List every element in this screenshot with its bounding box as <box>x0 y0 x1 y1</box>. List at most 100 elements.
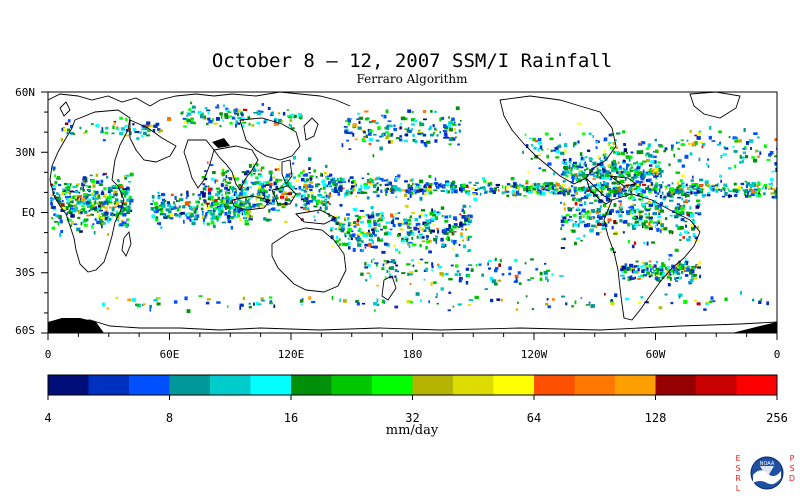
rain-cell <box>706 191 711 195</box>
rain-cell <box>273 181 276 186</box>
rain-cell <box>355 183 357 187</box>
rain-cell <box>394 269 398 272</box>
rain-cell <box>589 211 592 215</box>
rain-cell <box>574 221 578 223</box>
rain-cell <box>513 183 517 186</box>
rain-cell <box>404 180 408 183</box>
rain-cell <box>295 194 300 197</box>
rain-cell <box>627 173 631 178</box>
rain-cell <box>315 176 318 178</box>
rain-cell <box>255 163 259 167</box>
rain-cell <box>401 221 406 225</box>
rain-cell <box>338 180 343 184</box>
rain-cell <box>588 214 590 218</box>
rain-cell <box>331 188 336 193</box>
rain-cell <box>245 206 249 211</box>
rain-cell <box>204 201 208 205</box>
rain-cell <box>256 192 259 196</box>
rain-cell <box>126 198 130 202</box>
rain-cell <box>460 235 464 238</box>
rain-cell <box>641 269 645 273</box>
rain-cell <box>178 214 181 218</box>
rain-cell <box>373 245 378 249</box>
rain-cell <box>446 227 450 231</box>
rain-cell <box>583 223 589 228</box>
rain-cell <box>344 232 347 235</box>
rain-cell <box>202 218 205 222</box>
rain-cell <box>92 223 95 226</box>
rain-cell <box>276 168 280 171</box>
rain-cell <box>348 179 350 183</box>
rain-cell <box>263 190 268 194</box>
rain-cell <box>675 266 677 269</box>
rain-cell <box>648 203 654 207</box>
rain-cell <box>468 214 473 219</box>
rain-cell <box>613 189 618 194</box>
rain-cell <box>372 230 375 234</box>
rain-cell <box>527 171 530 174</box>
rain-cell <box>568 164 571 168</box>
rain-cell <box>696 187 698 191</box>
rain-cell <box>634 217 637 220</box>
rain-cell <box>474 192 478 196</box>
rain-cell <box>86 214 91 217</box>
rain-cell <box>215 199 218 203</box>
rain-cell <box>514 274 519 279</box>
rain-cell <box>63 209 66 212</box>
rain-cell <box>399 228 404 231</box>
rain-cell <box>643 172 647 176</box>
rain-cell <box>588 301 591 304</box>
rain-cell <box>654 189 657 194</box>
rain-cell <box>303 180 307 183</box>
rain-cell <box>594 194 599 197</box>
rain-cell <box>584 211 588 215</box>
rain-cell <box>774 192 777 195</box>
rain-cell <box>546 148 549 150</box>
rain-cell <box>419 258 424 261</box>
rain-cell <box>189 213 194 218</box>
rain-cell <box>372 258 375 260</box>
rain-cell <box>652 200 657 204</box>
rain-cell <box>149 304 152 309</box>
rain-cell <box>436 227 439 230</box>
rain-cell <box>636 277 642 280</box>
rain-cell <box>630 275 633 278</box>
rain-cell <box>587 223 591 227</box>
rain-cell <box>677 196 682 199</box>
rain-cell <box>356 112 360 115</box>
rain-cell <box>626 211 631 216</box>
rain-cell <box>728 167 732 170</box>
rain-cell <box>60 203 65 207</box>
rain-cell <box>628 197 632 200</box>
rain-cell <box>142 303 146 306</box>
rain-cell <box>227 206 232 209</box>
rain-cell <box>719 174 722 178</box>
rain-cell <box>609 195 612 197</box>
rain-cell <box>595 220 600 224</box>
rain-cell <box>115 213 119 217</box>
rain-cell <box>443 229 447 232</box>
rain-cell <box>248 211 252 214</box>
rain-cell <box>540 148 544 151</box>
rain-cell <box>591 224 596 228</box>
rain-cell <box>229 185 232 189</box>
rain-cell <box>698 187 703 192</box>
rain-cell <box>256 121 261 125</box>
rain-cell <box>231 116 235 120</box>
rain-cell <box>335 240 339 243</box>
rain-cell <box>95 194 98 198</box>
rain-cell <box>653 175 658 178</box>
rain-cell <box>618 214 623 218</box>
rain-cell <box>681 271 684 274</box>
rain-cell <box>169 213 174 217</box>
rain-cell <box>69 197 72 202</box>
rain-cell <box>108 201 113 204</box>
rain-cell <box>54 195 56 199</box>
rain-cell <box>582 174 586 179</box>
rain-cell <box>462 183 466 187</box>
rain-cell <box>429 125 432 130</box>
rain-cell <box>635 189 638 193</box>
rain-cell <box>653 202 658 206</box>
rain-cell <box>446 189 448 193</box>
rain-cell <box>696 264 700 268</box>
